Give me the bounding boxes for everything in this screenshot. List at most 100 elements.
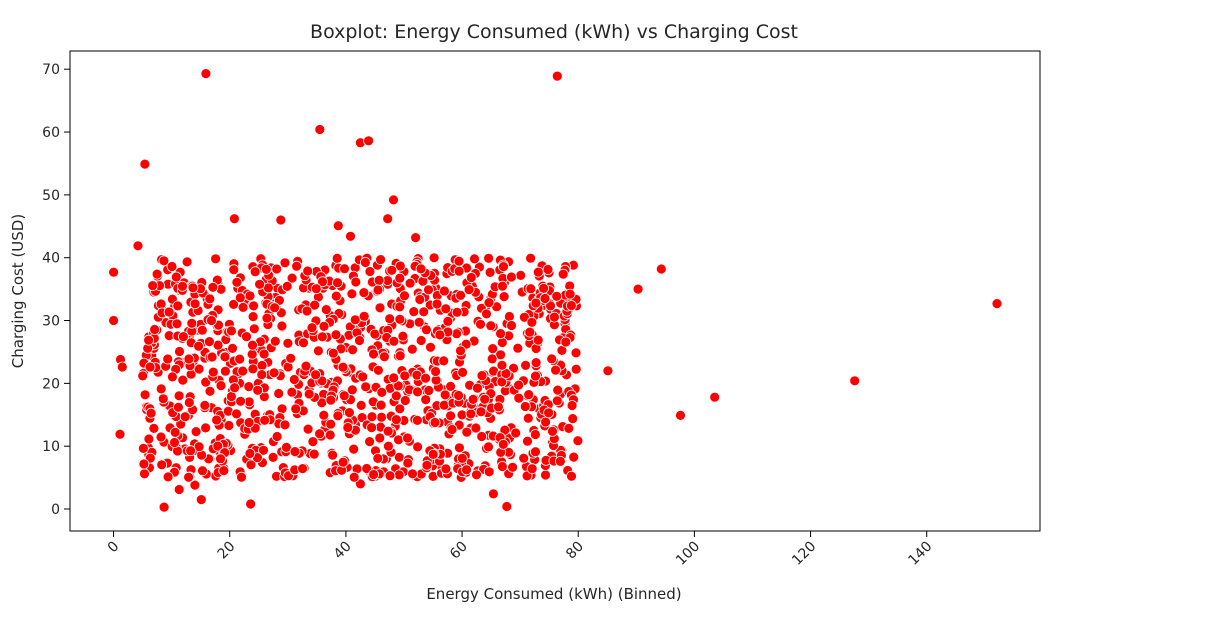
data-point <box>399 370 411 382</box>
data-point <box>513 392 525 404</box>
data-point <box>337 456 349 468</box>
data-point <box>271 431 283 442</box>
data-point <box>566 400 578 411</box>
x-tick-label: 0 <box>105 539 123 557</box>
data-point <box>709 391 721 403</box>
data-point <box>148 422 160 434</box>
data-point <box>275 214 287 226</box>
data-point <box>197 465 208 477</box>
data-point <box>348 443 360 455</box>
data-point <box>438 285 450 297</box>
data-point <box>498 261 509 273</box>
data-point <box>487 488 499 500</box>
data-point <box>394 350 406 362</box>
data-point <box>204 293 216 305</box>
data-point <box>388 194 399 206</box>
data-point <box>438 399 450 411</box>
data-point <box>349 314 361 326</box>
x-tick-label: 80 <box>563 539 587 563</box>
data-point <box>510 427 522 439</box>
data-point <box>174 346 185 357</box>
data-point <box>501 501 513 512</box>
data-points <box>108 68 1003 513</box>
data-point <box>162 353 174 365</box>
data-point <box>412 441 424 453</box>
data-point <box>337 361 349 373</box>
plot-frame <box>69 50 1041 532</box>
data-point <box>486 353 498 365</box>
data-point <box>457 366 469 378</box>
data-point <box>282 337 294 349</box>
data-point <box>348 471 360 483</box>
data-point <box>317 276 328 288</box>
data-point <box>388 335 400 347</box>
data-point <box>342 422 354 433</box>
data-point <box>310 283 322 295</box>
data-point <box>526 316 538 328</box>
y-axis: 0 10 20 30 40 50 60 70 <box>42 62 70 518</box>
data-point <box>225 325 237 337</box>
data-point <box>655 263 667 275</box>
data-point <box>139 389 151 401</box>
data-point <box>530 446 541 458</box>
data-point <box>394 272 406 284</box>
data-point <box>210 253 222 265</box>
data-point <box>308 448 320 460</box>
data-point <box>455 345 466 357</box>
data-point <box>200 376 212 388</box>
data-point <box>519 311 530 323</box>
data-point <box>526 463 538 475</box>
data-point <box>325 394 337 406</box>
data-point <box>566 300 577 311</box>
data-point <box>339 263 350 275</box>
data-point <box>247 311 259 323</box>
data-point <box>483 441 494 453</box>
data-point <box>228 264 240 276</box>
data-point <box>384 470 396 482</box>
data-point <box>231 408 242 420</box>
data-point <box>327 347 339 359</box>
data-point <box>156 459 168 471</box>
x-tick-label: 140 <box>905 539 935 569</box>
data-point <box>144 361 156 373</box>
data-point <box>390 414 402 426</box>
data-point <box>259 414 271 426</box>
data-point <box>496 461 508 472</box>
data-point <box>166 261 178 272</box>
data-point <box>525 283 537 295</box>
data-point <box>206 315 217 326</box>
data-point <box>497 280 508 292</box>
data-point <box>157 393 169 405</box>
data-point <box>324 429 336 441</box>
data-point <box>557 268 569 280</box>
data-point <box>247 339 258 351</box>
data-point <box>429 417 441 428</box>
data-point <box>211 414 223 426</box>
data-point <box>453 442 465 454</box>
data-point <box>519 401 531 412</box>
data-point <box>256 360 268 371</box>
data-point <box>551 290 563 302</box>
data-point <box>139 158 151 170</box>
data-point <box>372 364 384 376</box>
data-point <box>286 386 298 398</box>
data-point <box>360 381 372 393</box>
data-point <box>306 322 318 334</box>
x-tick-label: 60 <box>447 539 471 563</box>
data-point <box>332 410 344 422</box>
data-point <box>189 479 201 491</box>
data-point <box>568 451 580 463</box>
data-point <box>465 408 477 420</box>
data-point <box>412 386 423 398</box>
chart-title: Boxplot: Energy Consumed (kWh) vs Chargi… <box>310 21 798 43</box>
data-point <box>492 401 504 413</box>
data-point <box>366 411 378 423</box>
data-point <box>316 331 328 343</box>
data-point <box>376 386 388 398</box>
data-point <box>254 278 266 290</box>
data-point <box>244 290 256 302</box>
data-point <box>183 397 195 408</box>
data-point <box>269 302 281 314</box>
data-point <box>116 361 128 373</box>
